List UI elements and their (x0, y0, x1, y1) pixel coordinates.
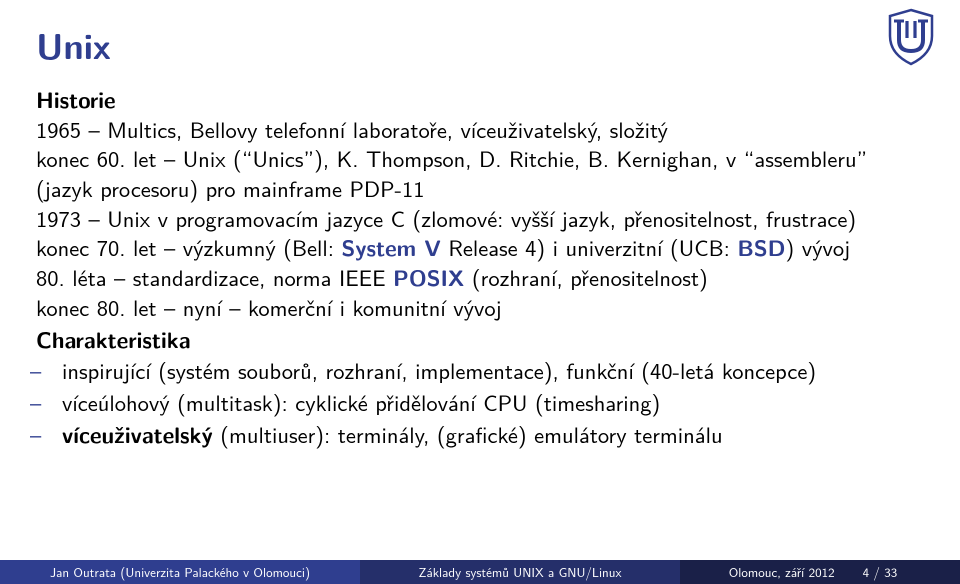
item-text: inspirující (systém souborů, rozhraní, i… (62, 353, 816, 386)
history-line-1973: 1973 – Unix v programovacím jazyce C (zl… (36, 203, 924, 233)
quote-close: ” (304, 141, 315, 174)
footer-page-number: 4 / 33 (863, 563, 898, 582)
text: ) vývoj (785, 230, 850, 263)
footer-date-page: Olomouc, září 2012 4 / 33 (680, 560, 960, 584)
text: (rozhraní, přenositelnost) (464, 260, 707, 293)
term-system-v: System V (341, 230, 440, 263)
item-text: víceúlohový (multitask): cyklické přiděl… (62, 385, 660, 418)
text: 80. léta – standardizace, norma IEEE (36, 260, 393, 293)
text: (jazyk procesoru) pro mainframe PDP-11 (36, 171, 425, 204)
footer-title: Základy systémů UNIX a GNU/Linux (360, 560, 680, 584)
footer-date: Olomouc, září 2012 (729, 563, 835, 582)
text: konec 60. let – Unix ( (36, 141, 242, 174)
text: ), K. Thompson, D. Ritchie, B. Kernighan… (314, 141, 744, 174)
quote-open: “ (242, 141, 253, 174)
text: konec 70. let – výzkumný (Bell: (36, 230, 341, 263)
university-logo (886, 8, 936, 66)
slide-body: Historie 1965 – Multics, Bellovy telefon… (36, 84, 924, 448)
text: Release 4) i univerzitní (UCB: (441, 230, 738, 263)
quote-close: ” (857, 141, 868, 174)
list-item: –víceúlohový (multitask): cyklické přidě… (36, 387, 924, 417)
footer-author: Jan Outrata (Univerzita Palackého v Olom… (0, 560, 360, 584)
history-line-80s: 80. léta – standardizace, norma IEEE POS… (36, 262, 924, 292)
footer-bar: Jan Outrata (Univerzita Palackého v Olom… (0, 560, 960, 584)
quote-open: “ (744, 141, 755, 174)
text: Unics (252, 141, 303, 174)
bullet-dash: – (48, 387, 62, 417)
text: assembleru (754, 141, 856, 174)
bullet-dash: – (48, 419, 62, 449)
term-posix: POSIX (393, 260, 464, 293)
list-item: –inspirující (systém souborů, rozhraní, … (36, 355, 924, 385)
term-bsd: BSD (737, 230, 785, 263)
bullet-dash: – (48, 355, 62, 385)
section-heading-history: Historie (36, 84, 924, 114)
slide: Unix Historie 1965 – Multics, Bellovy te… (0, 0, 960, 584)
item-bold: víceuživatelský (62, 417, 213, 450)
slide-title: Unix (36, 18, 924, 70)
history-line-late70s: konec 70. let – výzkumný (Bell: System V… (36, 232, 924, 262)
section-heading-characteristics: Charakteristika (36, 324, 924, 354)
history-line-late60s: konec 60. let – Unix (“Unics”), K. Thomp… (36, 143, 924, 202)
history-line-1965: 1965 – Multics, Bellovy telefonní labora… (36, 114, 924, 144)
item-text: (multiuser): terminály, (grafické) emulá… (213, 417, 723, 450)
history-line-late80s: konec 80. let – nyní – komerční i komuni… (36, 292, 924, 322)
list-item: –víceuživatelský (multiuser): terminály,… (36, 419, 924, 449)
